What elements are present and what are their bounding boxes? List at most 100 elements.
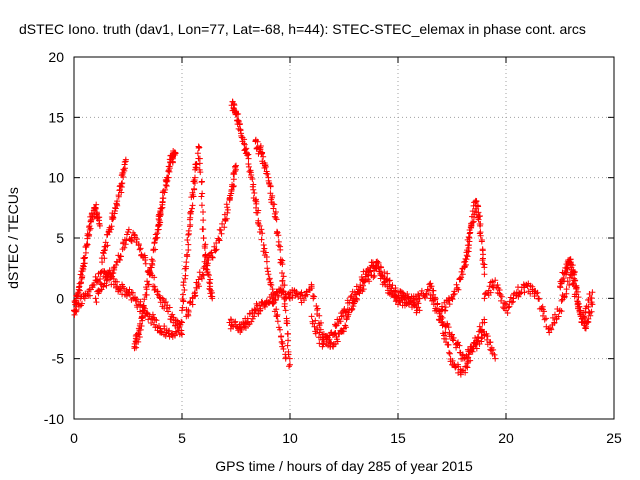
data-point-interp [185,231,192,238]
data-point-interp [477,220,484,227]
data-point-interp [327,339,334,346]
data-point-interp [560,275,567,282]
data-point-interp [430,301,437,308]
data-point-interp [197,169,204,176]
data-point-interp [151,316,158,323]
data-point-interp [434,300,441,307]
data-point-interp [199,271,206,278]
data-point-interp [121,244,128,251]
data-point-interp [475,216,482,223]
data-point-interp [317,319,324,326]
data-point-interp [468,346,475,353]
data-point-interp [139,314,146,321]
data-point-interp [118,189,125,196]
data-point-interp [543,315,550,322]
data-point-interp [282,295,289,302]
data-point-interp [117,253,124,260]
data-point-interp [585,319,592,326]
data-point-interp [274,292,281,299]
data-point-interp [113,201,120,208]
data-point-interp [558,308,565,315]
data-point-interp [207,250,214,257]
data-point-interp [521,289,528,296]
data-point-interp [377,263,384,270]
data-point-interp [547,325,554,332]
x-tick-label: 10 [282,430,298,446]
data-point-interp [156,294,163,301]
data-point-interp [328,329,335,336]
data-point-interp [153,317,160,324]
data-point-interp [161,189,168,196]
data-point-interp [166,304,173,311]
data-point-interp [137,245,144,252]
data-point-interp [458,355,465,362]
data-point-interp [272,209,279,216]
data-point-interp [576,303,583,310]
data-point-interp [141,307,148,314]
data-point-interp [198,193,205,200]
data-point-interp [452,364,459,371]
data-point-interp [501,305,508,312]
data-point-interp [169,158,176,165]
data-point-interp [107,274,114,281]
data-point-interp [115,193,122,200]
data-point-interp [93,299,100,306]
data-point-interp [479,246,486,253]
data-point-interp [275,242,282,249]
data-point-interp [571,271,578,278]
data-point-interp [442,307,449,314]
data-point-interp [235,111,242,118]
data-point-interp [248,171,255,178]
data-point-interp [185,227,192,234]
data-point-interp [586,290,593,297]
data-point-interp [293,290,300,297]
data-point-interp [284,330,291,337]
data-point-interp [507,294,514,301]
data-point-interp [340,328,347,335]
data-point-interp [571,277,578,284]
data-point-interp [349,288,356,295]
data-point-interp [185,241,192,248]
data-point-interp [442,304,449,311]
data-point-interp [269,286,276,293]
data-point-interp [143,286,150,293]
data-point-interp [113,278,120,285]
data-point-interp [152,246,159,253]
data-point-interp [282,354,289,361]
data-point-interp [137,326,144,333]
data-point-interp [449,296,456,303]
y-tick-labels: -10 -5 0 5 10 15 20 [44,49,64,427]
data-point-interp [93,201,100,208]
data-point-interp [172,328,179,335]
data-point-interp [92,273,99,280]
data-point-interp [533,290,540,297]
data-point-interp [135,338,142,345]
data-point-interp [463,252,470,259]
data-point-interp [337,318,344,325]
data-point-interp [133,344,140,351]
data-point-interp [159,201,166,208]
data-point-interp [344,306,351,313]
data-point-interp [312,330,319,337]
data-point-interp [486,283,493,290]
data-point-interp [379,272,386,279]
data-point-interp [496,286,503,293]
data-point-interp [221,224,228,231]
data-point-interp [132,338,139,345]
data-point-interp [165,174,172,181]
data-point-interp [262,249,269,256]
data-point-interp [280,288,287,295]
data-point-interp [230,183,237,190]
data-point-interp [273,313,280,320]
data-point-interp [84,241,91,248]
data-point-interp [273,289,280,296]
data-point-interp [285,337,292,344]
data-point-interp [241,136,248,143]
data-point-interp [188,205,195,212]
data-point-interp [185,246,192,253]
data-point-interp [122,241,129,248]
data-point-interp [263,258,270,265]
data-point-interp [186,216,193,223]
data-point-interp [189,202,196,209]
data-point-interp [121,167,128,174]
